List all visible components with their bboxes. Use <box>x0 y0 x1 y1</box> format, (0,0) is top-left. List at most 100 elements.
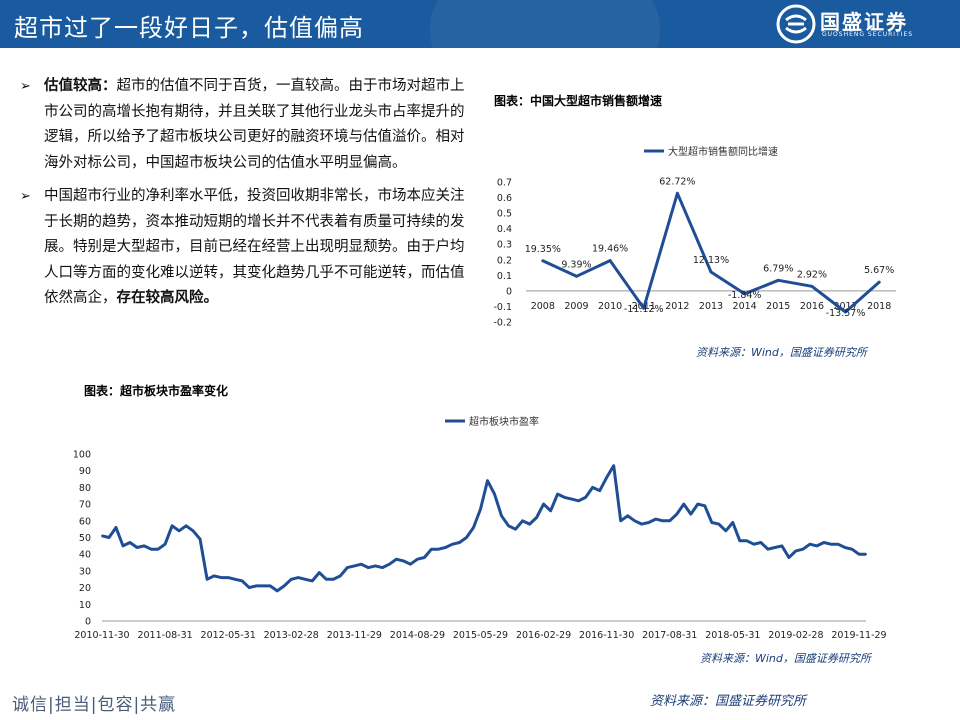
chart1-data-label: 5.67% <box>864 265 894 276</box>
chart2-data-point <box>675 513 678 516</box>
bullet-valuation: ➢ 估值较高：超市的估值不同于百货，一直较高。由于市场对超市上市公司的高增长抱有… <box>14 74 474 176</box>
chart2-data-point <box>150 548 153 551</box>
chart2-data-point <box>129 541 132 544</box>
chart2-data-point <box>605 476 608 479</box>
chart2-data-point <box>865 553 867 556</box>
chart2-data-point <box>458 541 461 544</box>
chart2-xtick-label: 2012-05-31 <box>201 630 256 641</box>
chart2-data-point <box>395 558 398 561</box>
chart2-data-point <box>808 543 811 546</box>
chart1-data-point <box>642 306 646 310</box>
chart1-xtick-label: 2012 <box>665 301 689 312</box>
chart2-data-point <box>724 529 727 532</box>
chart1-caption: 图表：中国大型超市销售额增速 <box>494 94 663 108</box>
chart2-data-point <box>528 523 531 526</box>
chart1-data-point <box>574 274 578 278</box>
chart1-data-label: -11.12% <box>624 304 664 315</box>
chart2-data-point <box>521 519 524 522</box>
chart2-data-point <box>801 548 804 551</box>
chart1-xtick-label: 2013 <box>699 301 723 312</box>
chart2-xtick-label: 2011-08-31 <box>137 630 192 641</box>
chart1-data-label: -1.84% <box>728 290 762 301</box>
chart2-data-point <box>143 544 146 547</box>
chart2-data-point <box>283 584 286 587</box>
chart2-data-point <box>717 523 720 526</box>
chart1-ytick-label: 0 <box>506 286 512 297</box>
chart2-data-point <box>136 546 139 549</box>
chart2-data-point <box>290 578 293 581</box>
logo-subtext: GUOSHENG SECURITIES <box>822 31 914 38</box>
logo-text: 国盛证券 <box>820 10 908 34</box>
chart2-data-point <box>374 564 377 567</box>
chart2-data-point <box>619 519 622 522</box>
chart1-data-label: 6.79% <box>763 263 793 274</box>
chart1-source: 资料来源：Wind，国盛证券研究所 <box>696 346 867 359</box>
chart1-xtick-label: 2014 <box>733 301 757 312</box>
chart1-ytick-label: 0.7 <box>497 178 512 189</box>
chart2-data-point <box>815 544 818 547</box>
chart2-data-point <box>101 534 103 537</box>
chart1-data-point <box>743 292 747 296</box>
chart2-data-point <box>829 543 832 546</box>
chart2-data-point <box>444 546 447 549</box>
chart2-data-point <box>661 519 664 522</box>
chart2-data-point <box>794 549 797 552</box>
chart2-data-point <box>227 576 230 579</box>
chart2-data-point <box>479 508 482 511</box>
chart2-data-point <box>584 496 587 499</box>
chart1-xtick-label: 2010 <box>598 301 622 312</box>
chart2-data-point <box>752 543 755 546</box>
chart2-ytick-label: 70 <box>79 500 91 511</box>
chart1-xtick-label: 2018 <box>867 301 891 312</box>
chart2-ytick-label: 90 <box>79 466 91 477</box>
chart1-ytick-label: 0.3 <box>497 240 512 251</box>
guosheng-logo-icon <box>776 4 816 44</box>
chart2-data-point <box>416 558 419 561</box>
chart1-ytick-label: 0.5 <box>497 209 512 220</box>
chart2-data-point <box>115 526 118 529</box>
bullet-profitability: ➢ 中国超市行业的净利率水平低，投资回收期非常长，市场本应关注于长期的趋势，资本… <box>14 184 474 312</box>
chart2-data-point <box>668 519 671 522</box>
bullet-lead: 估值较高： <box>44 78 117 94</box>
chart1-ytick-label: -0.1 <box>493 302 512 313</box>
bullet-arrow-icon: ➢ <box>20 79 31 94</box>
chart2-legend-label: 超市板块市盈率 <box>469 415 539 428</box>
chart1-xtick-label: 2017 <box>833 301 857 312</box>
chart2-ytick-label: 80 <box>79 483 91 494</box>
chart2-xtick-label: 2019-11-29 <box>831 630 886 641</box>
chart2-data-point <box>626 514 629 517</box>
chart2-data-point <box>311 579 314 582</box>
chart2-data-point <box>367 566 370 569</box>
chart2-data-point <box>780 544 783 547</box>
chart2-xtick-label: 2013-02-28 <box>264 630 319 641</box>
chart2-data-point <box>563 496 566 499</box>
header-bar: 超市过了一段好日子，估值偏高 国盛证券 GUOSHENG SECURITIES <box>0 0 960 48</box>
chart1-data-label: 19.46% <box>592 244 628 255</box>
chart2-data-point <box>248 586 251 589</box>
chart2-data-point <box>535 516 538 519</box>
chart2-data-point <box>318 571 321 574</box>
chart2-data-point <box>689 513 692 516</box>
chart2-data-point <box>402 559 405 562</box>
bullet-text: 中国超市行业的净利率水平低，投资回收期非常长，市场本应关注于长期的趋势，资本推动… <box>44 188 465 306</box>
chart2-xtick-label: 2014-08-29 <box>390 630 445 641</box>
bullet-text: 超市的估值不同于百货，一直较高。由于市场对超市上市公司的高增长抱有期待，并且关联… <box>44 78 465 171</box>
chart2-xtick-label: 2016-11-30 <box>579 630 634 641</box>
chart2-data-point <box>731 521 734 524</box>
footer-source: 资料来源：国盛证券研究所 <box>650 694 807 709</box>
chart2-data-point <box>339 574 342 577</box>
bullet-tail: 存在较高风险。 <box>116 290 219 306</box>
chart2-ytick-label: 100 <box>73 450 91 461</box>
chart1-data-point <box>877 280 881 284</box>
chart2-data-point <box>192 529 195 532</box>
chart2-data-point <box>332 578 335 581</box>
chart1-xtick-label: 2008 <box>531 301 555 312</box>
chart2-data-point <box>850 548 853 551</box>
chart2-data-point <box>451 543 454 546</box>
chart2-data-point <box>696 503 699 506</box>
chart2-data-point <box>514 528 517 531</box>
chart2-ytick-label: 20 <box>79 583 91 594</box>
chart1-data-point <box>776 278 780 282</box>
chart1-xtick-label: 2015 <box>766 301 790 312</box>
